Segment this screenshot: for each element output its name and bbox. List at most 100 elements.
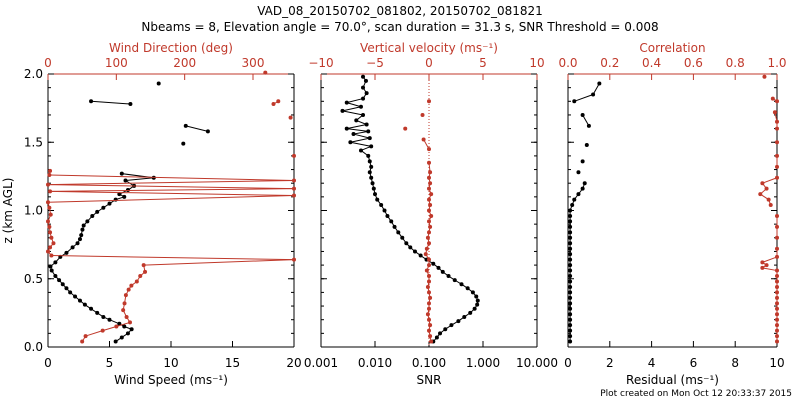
data-point <box>408 245 413 250</box>
data-point <box>468 310 473 315</box>
data-point <box>361 85 366 90</box>
data-point <box>292 257 296 262</box>
data-point <box>375 197 380 202</box>
x-tick-label: 0.010 <box>358 356 392 370</box>
data-point <box>389 219 394 224</box>
data-point <box>568 301 573 306</box>
data-point <box>775 339 779 344</box>
data-point <box>568 279 573 284</box>
data-point <box>568 284 573 289</box>
top-tick-label: 100 <box>105 56 128 70</box>
data-point <box>396 230 401 235</box>
data-point <box>568 339 573 344</box>
data-point <box>568 334 573 339</box>
data-point <box>400 235 405 240</box>
top-tick-label: −10 <box>308 56 333 70</box>
x-tick-label: 5 <box>106 356 114 370</box>
data-point <box>775 301 779 306</box>
data-point <box>53 274 58 279</box>
series-segment <box>350 141 372 147</box>
y-tick-label: 1.0 <box>24 204 43 218</box>
data-point <box>764 186 769 191</box>
series-segment <box>346 98 364 104</box>
data-point <box>371 186 376 191</box>
data-point <box>81 223 86 228</box>
data-point <box>425 235 430 240</box>
data-point <box>449 323 454 328</box>
data-point <box>431 261 436 266</box>
data-point <box>134 279 139 284</box>
data-point <box>122 324 127 329</box>
data-point <box>90 213 95 218</box>
data-point <box>427 301 431 306</box>
data-point <box>344 100 349 105</box>
data-point <box>775 246 779 251</box>
x-tick-label: 10 <box>163 356 178 370</box>
data-point <box>117 192 122 197</box>
data-point <box>79 233 84 238</box>
data-point <box>427 317 431 322</box>
data-point <box>427 274 431 279</box>
data-point <box>775 119 779 124</box>
correlation-panel: 0 2 4 6 8 10 Residual (ms⁻¹) 0.0 0.2 0.4 0.6 0.8 1.0… <box>558 41 786 387</box>
x-tick-label: 8 <box>731 356 739 370</box>
data-point <box>775 99 779 104</box>
data-point <box>424 246 429 251</box>
figure-title-line2: Nbeams = 8, Elevation angle = 70.0°, sca… <box>141 20 658 34</box>
top-tick-label: 0.0 <box>558 56 577 70</box>
data-point <box>46 200 50 205</box>
wind-panel: 0.0 0.5 1.0 1.5 2.0 z (km AGL) 0 5 10 15 20 Wind Sp… <box>1 41 302 387</box>
data-point <box>772 110 777 115</box>
data-point <box>141 263 146 268</box>
data-point <box>591 92 596 97</box>
data-point <box>775 213 779 218</box>
data-point <box>568 252 573 257</box>
data-point <box>465 286 470 291</box>
series-segment <box>49 174 295 181</box>
x-tick-label: 0 <box>44 356 52 370</box>
x-tick-label: 2 <box>606 356 614 370</box>
top-tick-label: 5 <box>479 56 487 70</box>
data-point <box>775 279 779 284</box>
data-point <box>572 99 577 104</box>
data-point <box>568 274 573 279</box>
data-point <box>768 203 773 208</box>
data-point <box>83 334 88 339</box>
data-point <box>775 290 779 295</box>
x-tick-label: 20 <box>286 356 301 370</box>
data-point <box>586 123 591 128</box>
series-segment <box>346 102 362 108</box>
y-tick-label: 0.5 <box>24 272 43 286</box>
data-point <box>568 241 573 246</box>
data-point <box>366 129 371 134</box>
top-axis-label: Vertical velocity (ms⁻¹) <box>360 41 498 55</box>
data-point <box>427 219 431 224</box>
data-point <box>427 328 431 333</box>
data-point <box>49 235 54 240</box>
data-point <box>428 224 433 229</box>
top-tick-label: −5 <box>366 56 384 70</box>
data-point <box>128 102 133 107</box>
data-point <box>57 278 62 283</box>
data-point <box>568 312 573 317</box>
top-tick-label: 0 <box>425 56 433 70</box>
y-tick-label: 2.0 <box>24 67 43 81</box>
data-point <box>75 241 80 246</box>
data-point <box>427 147 431 152</box>
data-point <box>758 192 763 197</box>
x-tick-label: 6 <box>690 356 698 370</box>
data-point <box>462 314 467 319</box>
series-segment <box>346 124 367 130</box>
data-point <box>760 260 765 265</box>
data-point <box>775 334 779 339</box>
data-point <box>53 260 58 265</box>
data-point <box>114 324 119 329</box>
data-point <box>775 153 779 158</box>
data-point <box>775 323 779 328</box>
data-point <box>288 115 293 120</box>
data-point <box>597 81 602 86</box>
data-point <box>64 250 69 255</box>
data-point <box>576 192 581 197</box>
series-segment <box>592 83 600 95</box>
data-point <box>775 317 779 322</box>
